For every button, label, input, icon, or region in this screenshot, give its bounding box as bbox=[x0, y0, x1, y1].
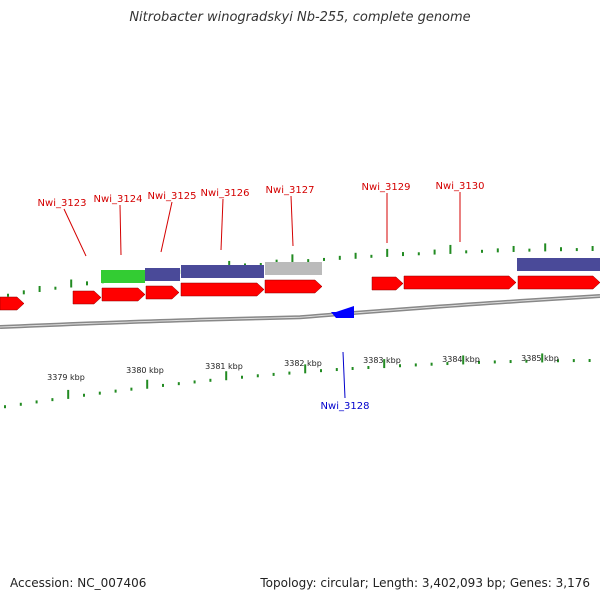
cds-feature-bar[interactable] bbox=[145, 268, 180, 281]
forward-gene-arrow[interactable] bbox=[72, 290, 102, 305]
scale-tick-label: 3379 kbp bbox=[47, 373, 85, 382]
gene-label-nwi-3125[interactable]: Nwi_3125 bbox=[148, 191, 197, 202]
scale-tick-label: 3385 kbp bbox=[521, 354, 559, 363]
scale-tick-label: 3381 kbp bbox=[205, 362, 243, 371]
gene-leader-line bbox=[160, 201, 173, 253]
forward-gene-arrow[interactable] bbox=[264, 279, 323, 294]
scale-tick-label: 3380 kbp bbox=[126, 366, 164, 375]
gene-label-nwi-3124[interactable]: Nwi_3124 bbox=[94, 194, 143, 205]
cds-feature-bar[interactable] bbox=[181, 265, 264, 278]
map-title: Nitrobacter winogradskyi Nb-255, complet… bbox=[129, 10, 471, 25]
gene-leader-line bbox=[220, 198, 224, 251]
gene-label-nwi-3123[interactable]: Nwi_3123 bbox=[38, 198, 87, 209]
gene-leader-line bbox=[63, 208, 87, 257]
gene-label-nwi-3127[interactable]: Nwi_3127 bbox=[266, 185, 315, 196]
cds-feature-bar[interactable] bbox=[517, 258, 600, 271]
reverse-gene-arrow[interactable] bbox=[331, 306, 354, 318]
gene-leader-line bbox=[119, 204, 122, 256]
forward-gene-arrow[interactable] bbox=[101, 287, 146, 302]
scale-tick-label: 3382 kbp bbox=[284, 359, 322, 368]
gene-label-nwi-3126[interactable]: Nwi_3126 bbox=[201, 188, 250, 199]
gene-label-nwi-3129[interactable]: Nwi_3129 bbox=[362, 182, 411, 193]
forward-gene-arrow[interactable] bbox=[403, 275, 517, 290]
genome-backbone-highlight bbox=[0, 295, 600, 328]
forward-gene-arrow[interactable] bbox=[145, 285, 180, 300]
scale-tick-label: 3384 kbp bbox=[442, 355, 480, 364]
cds-feature-bar[interactable] bbox=[101, 270, 145, 283]
gene-label-nwi-3128[interactable]: Nwi_3128 bbox=[321, 401, 370, 412]
cds-feature-bar[interactable] bbox=[265, 262, 322, 275]
gene-leader-line bbox=[342, 351, 346, 399]
forward-gene-arrow[interactable] bbox=[180, 282, 265, 297]
forward-gene-arrow[interactable] bbox=[517, 275, 600, 290]
forward-gene-arrow[interactable] bbox=[0, 296, 25, 311]
gene-label-nwi-3130[interactable]: Nwi_3130 bbox=[436, 181, 485, 192]
genome-summary: Topology: circular; Length: 3,402,093 bp… bbox=[260, 576, 590, 590]
forward-gene-arrow[interactable] bbox=[371, 276, 404, 291]
scale-tick-label: 3383 kbp bbox=[363, 356, 401, 365]
accession-label: Accession: NC_007406 bbox=[10, 576, 147, 590]
gene-leader-line bbox=[290, 195, 294, 247]
